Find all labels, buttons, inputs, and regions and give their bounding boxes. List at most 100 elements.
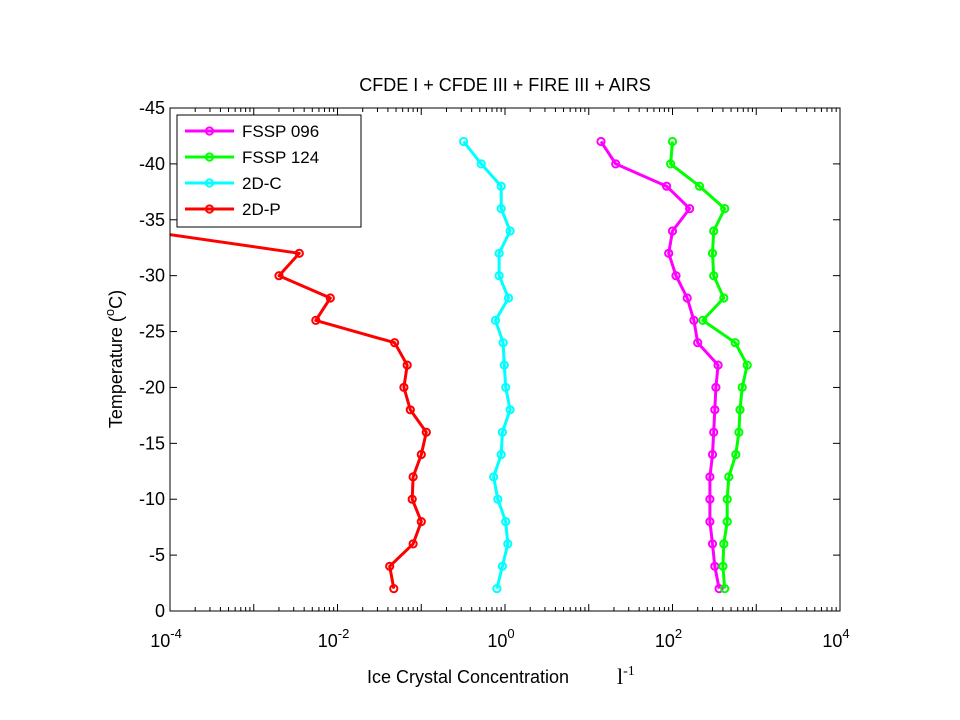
data-point-3-13 xyxy=(416,517,426,527)
data-point-0-14 xyxy=(707,449,718,460)
data-point-1-12 xyxy=(735,405,745,415)
data-point-3-11 xyxy=(408,472,418,482)
x-tick-label-exp: 2 xyxy=(675,626,682,641)
data-point-1-9 xyxy=(730,338,740,348)
legend-label-0: FSSP 096 xyxy=(242,122,319,141)
y-tick-label-6: -30 xyxy=(139,266,165,286)
data-point-2-5 xyxy=(494,248,504,258)
legend-marker-2 xyxy=(204,178,215,188)
y-tick-label-3: -15 xyxy=(139,433,165,453)
data-point-2-19 xyxy=(497,561,507,571)
data-point-3-7 xyxy=(399,382,409,392)
data-point-2-20 xyxy=(492,584,502,594)
y-tick-label-1: -5 xyxy=(149,545,165,565)
data-point-1-3 xyxy=(720,204,730,214)
data-point-3-6 xyxy=(402,360,412,370)
data-point-1-15 xyxy=(724,472,734,482)
x-tick-label-1: 10-2 xyxy=(318,626,350,651)
data-point-3-14 xyxy=(408,539,418,549)
data-point-3-8 xyxy=(405,405,415,415)
x-tick-label-exp: 0 xyxy=(507,626,514,641)
series-line-0 xyxy=(599,140,721,589)
y-tick-label-7: -35 xyxy=(139,210,165,230)
x-axis-unit: l-1 xyxy=(617,664,635,689)
data-point-3-16 xyxy=(389,584,399,594)
data-point-2-16 xyxy=(493,494,503,504)
data-point-3-15 xyxy=(385,561,395,571)
legend-marker-0 xyxy=(204,126,215,136)
data-point-0-0 xyxy=(596,136,606,147)
x-tick-label-base: 10 xyxy=(150,631,170,651)
y-axis-label: Temperature (oC) xyxy=(102,290,126,428)
x-tick-label-base: 10 xyxy=(655,631,675,651)
data-point-1-19 xyxy=(718,561,728,571)
x-tick-label-2: 100 xyxy=(487,626,514,651)
data-point-1-5 xyxy=(707,248,718,258)
data-point-2-12 xyxy=(505,405,515,415)
data-point-2-7 xyxy=(503,293,514,303)
data-point-1-7 xyxy=(719,293,729,303)
y-tick-label-4: -20 xyxy=(139,377,165,397)
data-point-1-1 xyxy=(666,159,676,169)
x-axis-unit-exp: -1 xyxy=(623,664,635,679)
data-point-2-13 xyxy=(497,427,507,437)
data-point-1-16 xyxy=(722,494,732,504)
data-point-3-4 xyxy=(311,315,321,325)
data-point-2-18 xyxy=(503,539,513,549)
data-point-0-17 xyxy=(705,517,715,527)
data-point-0-3 xyxy=(685,204,695,214)
data-point-3-10 xyxy=(416,449,426,460)
x-tick-label-4: 104 xyxy=(822,626,849,651)
data-point-0-7 xyxy=(682,293,692,303)
y-tick-label-0: 0 xyxy=(155,601,165,621)
data-point-0-8 xyxy=(689,315,699,325)
legend-marker-3 xyxy=(204,204,215,214)
data-point-0-15 xyxy=(705,472,715,482)
x-axis-label: Ice Crystal Concentration xyxy=(367,667,569,687)
data-point-0-2 xyxy=(662,181,672,191)
y-tick-label-9: -45 xyxy=(139,98,165,118)
data-point-2-8 xyxy=(490,315,501,325)
y-axis-label-main: Temperature ( xyxy=(106,316,126,428)
data-point-2-1 xyxy=(476,159,486,169)
data-point-1-13 xyxy=(734,427,744,437)
data-point-0-5 xyxy=(664,248,674,258)
data-point-0-1 xyxy=(611,159,621,169)
data-point-2-10 xyxy=(499,360,509,370)
data-point-2-11 xyxy=(501,382,511,392)
legend-label-1: FSSP 124 xyxy=(242,148,319,167)
data-point-2-15 xyxy=(489,472,499,482)
data-point-0-13 xyxy=(709,427,719,437)
data-point-1-10 xyxy=(742,360,752,370)
y-tick-label-8: -40 xyxy=(139,154,165,174)
data-point-0-20 xyxy=(714,584,724,594)
data-point-0-11 xyxy=(711,382,721,392)
data-point-1-8 xyxy=(698,315,708,325)
x-tick-label-base: 10 xyxy=(822,631,842,651)
data-point-0-6 xyxy=(671,271,681,281)
data-point-3-5 xyxy=(390,338,400,348)
data-point-2-3 xyxy=(496,204,506,214)
axes: 10-4 10-2 100 102 1040-5-10-15-20-25-30-35-4… xyxy=(139,98,850,651)
y-tick-label-5: -25 xyxy=(139,322,165,342)
data-point-3-12 xyxy=(407,494,417,504)
legend-label-2: 2D-C xyxy=(242,174,282,193)
x-tick-label-exp: -4 xyxy=(170,626,182,641)
data-point-2-6 xyxy=(494,271,504,281)
data-point-1-0 xyxy=(667,136,678,147)
data-point-3-2 xyxy=(274,271,284,281)
plot-area xyxy=(170,136,752,594)
chart-title: CFDE I + CFDE III + FIRE III + AIRS xyxy=(359,75,651,95)
data-point-2-2 xyxy=(496,181,506,191)
data-point-1-4 xyxy=(709,226,719,236)
data-point-2-14 xyxy=(496,449,506,460)
data-point-1-11 xyxy=(737,382,747,392)
y-axis-label-sup: o xyxy=(102,309,117,316)
x-tick-label-base: 10 xyxy=(318,631,338,651)
data-point-0-16 xyxy=(705,494,715,504)
data-point-3-1 xyxy=(294,248,304,258)
series-line-1 xyxy=(669,141,749,589)
legend-label-3: 2D-P xyxy=(242,200,281,219)
data-point-1-17 xyxy=(722,517,732,527)
data-point-3-9 xyxy=(421,427,431,437)
